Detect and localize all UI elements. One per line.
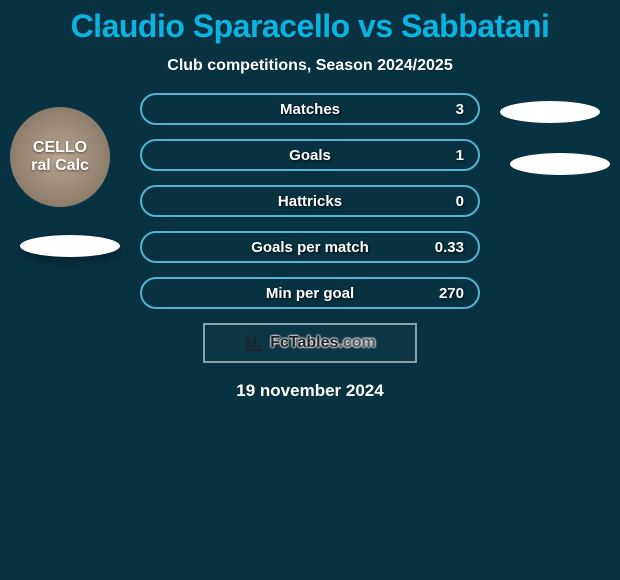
- stat-bar-min-per-goal: Min per goal 270: [140, 277, 480, 309]
- avatar-shadow-right-2: [510, 153, 610, 175]
- comparison-area: CELLO ral Calc Matches 3 Goals 1 Hattric…: [0, 93, 620, 309]
- subtitle: Club competitions, Season 2024/2025: [0, 57, 620, 75]
- stat-value: 1: [456, 141, 464, 169]
- stat-value: 0.33: [435, 233, 464, 261]
- avatar-shadow-left: [20, 235, 120, 257]
- stat-label: Goals: [142, 141, 478, 169]
- stat-value: 0: [456, 187, 464, 215]
- stat-bars: Matches 3 Goals 1 Hattricks 0 Goals per …: [140, 93, 480, 309]
- avatar-line-1: CELLO: [33, 139, 87, 157]
- stat-label: Min per goal: [142, 279, 478, 307]
- brand-text: FcTables.com: [270, 334, 376, 352]
- player-avatar: CELLO ral Calc: [10, 107, 110, 207]
- stat-label: Goals per match: [142, 233, 478, 261]
- stat-bar-goals: Goals 1: [140, 139, 480, 171]
- stat-value: 270: [439, 279, 464, 307]
- avatar-shadow-right-1: [500, 101, 600, 123]
- stat-bar-matches: Matches 3: [140, 93, 480, 125]
- avatar-line-2: ral Calc: [31, 157, 89, 175]
- stat-label: Matches: [142, 95, 478, 123]
- page-title: Claudio Sparacello vs Sabbatani: [0, 0, 620, 45]
- chart-icon: [244, 332, 266, 354]
- stat-bar-goals-per-match: Goals per match 0.33: [140, 231, 480, 263]
- stat-label: Hattricks: [142, 187, 478, 215]
- stat-bar-hattricks: Hattricks 0: [140, 185, 480, 217]
- brand-badge: FcTables.com: [203, 323, 417, 363]
- stat-value: 3: [456, 95, 464, 123]
- date-text: 19 november 2024: [0, 381, 620, 401]
